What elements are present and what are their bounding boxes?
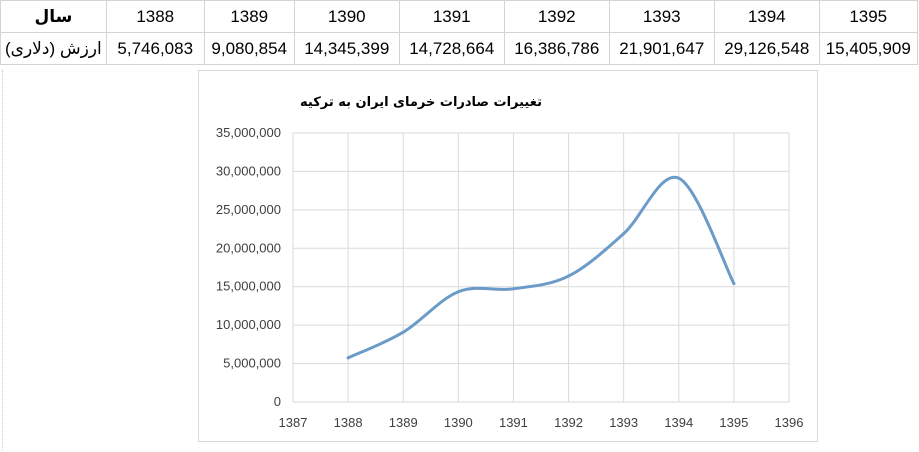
year-cell: 1390	[293, 0, 400, 33]
year-cell: 1393	[608, 0, 715, 33]
x-tick-label: 1391	[499, 415, 528, 430]
x-tick-label: 1393	[609, 415, 638, 430]
data-point	[511, 287, 515, 291]
value-row-label: ارزش (دلاری)	[0, 32, 107, 65]
data-point	[622, 232, 626, 236]
year-cell: 1389	[203, 0, 295, 33]
year-cell: 1394	[713, 0, 820, 33]
y-tick-label: 10,000,000	[216, 317, 281, 332]
value-cell: 9,080,854	[203, 32, 295, 65]
x-tick-label: 1396	[775, 415, 804, 430]
year-cell: 1395	[818, 0, 918, 33]
y-tick-label: 35,000,000	[216, 125, 281, 140]
value-row: ارزش (دلاری) 5,746,083 9,080,854 14,345,…	[0, 32, 918, 65]
year-cell: 1392	[503, 0, 610, 33]
data-point	[567, 274, 571, 278]
data-point	[732, 282, 736, 286]
data-point	[677, 176, 681, 180]
value-cell: 5,746,083	[105, 32, 205, 65]
y-tick-label: 30,000,000	[216, 163, 281, 178]
value-cell: 15,405,909	[818, 32, 918, 65]
year-cell: 1391	[398, 0, 505, 33]
year-row: سال 1388 1389 1390 1391 1392 1393 1394 1…	[0, 0, 918, 33]
x-tick-label: 1395	[719, 415, 748, 430]
y-tick-label: 25,000,000	[216, 202, 281, 217]
line-chart: 0 5,000,000 10,000,000 15,000,000 20,000,000…	[216, 95, 804, 430]
chart-title: تغییرات صادرات خرمای ایران به ترکیه	[300, 95, 542, 110]
x-tick-label: 1390	[444, 415, 473, 430]
y-tick-label: 20,000,000	[216, 240, 281, 255]
x-tick-label: 1392	[554, 415, 583, 430]
year-cell: 1388	[105, 0, 205, 33]
y-tick-label: 15,000,000	[216, 279, 281, 294]
value-cell: 14,345,399	[293, 32, 400, 65]
data-point	[456, 290, 460, 294]
y-tick-label: 5,000,000	[223, 356, 281, 371]
chart-frame: 0 5,000,000 10,000,000 15,000,000 20,000,000…	[198, 70, 818, 442]
data-point	[346, 356, 350, 360]
year-row-label: سال	[0, 0, 107, 33]
value-cell: 16,386,786	[503, 32, 610, 65]
value-cell: 29,126,548	[713, 32, 820, 65]
x-tick-label: 1389	[389, 415, 418, 430]
value-cell: 14,728,664	[398, 32, 505, 65]
sheet-gridline	[2, 70, 4, 450]
data-table: سال 1388 1389 1390 1391 1392 1393 1394 1…	[0, 0, 918, 65]
x-tick-label: 1394	[664, 415, 693, 430]
x-tick-label: 1387	[279, 415, 308, 430]
y-tick-label: 0	[274, 394, 281, 409]
series-line	[346, 175, 736, 360]
value-cell: 21,901,647	[608, 32, 715, 65]
data-point	[401, 330, 405, 334]
x-tick-label: 1388	[334, 415, 363, 430]
